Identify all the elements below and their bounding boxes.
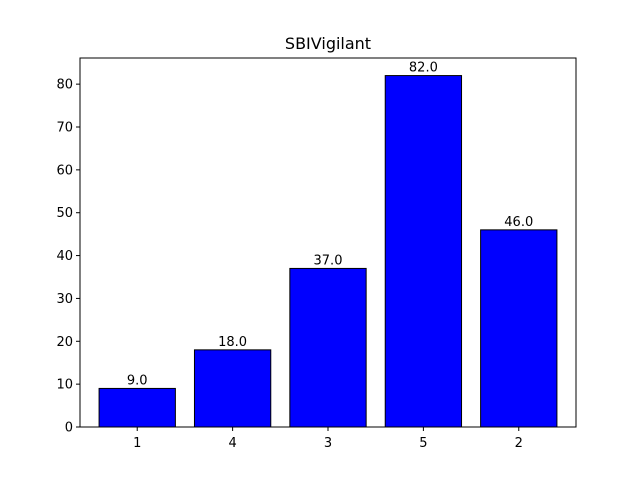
- y-tick-label: 10: [56, 378, 73, 393]
- x-tick-label: 2: [515, 436, 523, 451]
- x-tick-label: 4: [228, 436, 236, 451]
- data-label-4: 18.0: [218, 335, 247, 350]
- bar-3: [289, 267, 367, 428]
- data-label-3: 37.0: [314, 253, 343, 268]
- y-tick-label: 50: [56, 206, 73, 221]
- y-tick-label: 70: [56, 121, 73, 136]
- y-tick-label: 60: [56, 163, 73, 178]
- x-tick-label: 3: [324, 436, 332, 451]
- data-label-5: 82.0: [409, 61, 438, 76]
- x-tick-label: 5: [419, 436, 427, 451]
- chart-title: SBIVigilant: [285, 34, 371, 53]
- y-tick-label: 0: [65, 421, 73, 436]
- x-tick-label: 1: [133, 436, 141, 451]
- bar-2: [480, 229, 558, 428]
- bar-1: [98, 387, 176, 428]
- bar-4: [193, 349, 272, 428]
- data-label-1: 9.0: [127, 373, 148, 388]
- plot-area: 9.0 18.0 37.0 82.0 46.0 0 10 20 30 40 50 60 70 80 1 4 3 5…: [56, 57, 577, 451]
- y-tick-label: 40: [56, 249, 73, 264]
- bar-5: [384, 75, 463, 428]
- data-label-2: 46.0: [504, 215, 533, 230]
- y-tick-label: 30: [56, 292, 73, 307]
- y-tick-label: 20: [56, 335, 73, 350]
- y-tick-label: 80: [56, 78, 73, 93]
